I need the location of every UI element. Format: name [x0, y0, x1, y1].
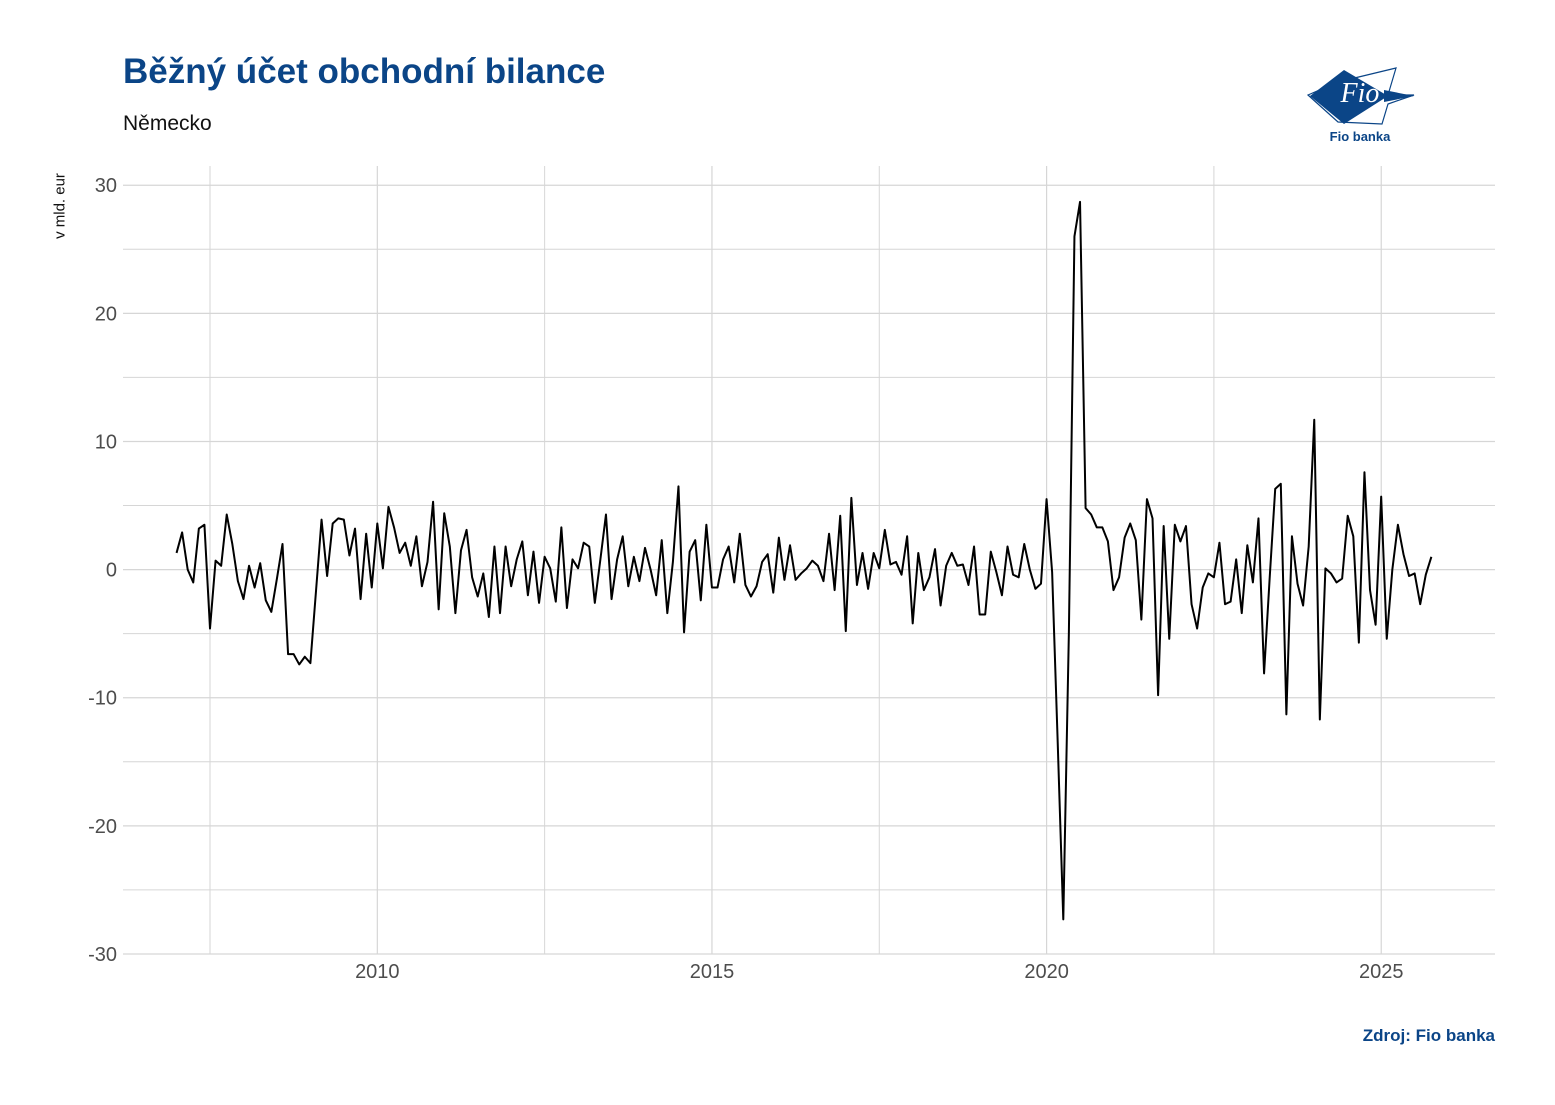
x-tick-label: 2020	[1024, 961, 1069, 983]
y-tick-label: 30	[95, 175, 117, 197]
grid-minor	[123, 166, 1495, 954]
x-tick-label: 2025	[1359, 961, 1404, 983]
y-tick-label: -10	[88, 688, 117, 710]
logo-outline	[1306, 67, 1415, 125]
source-note: Zdroj: Fio banka	[1362, 1026, 1495, 1045]
series-line	[175, 200, 1433, 921]
x-tick-label: 2010	[355, 961, 400, 983]
y-tick-label: 10	[95, 431, 117, 453]
logo-mark: Fio	[1340, 78, 1380, 109]
logo-diamond	[1310, 70, 1388, 124]
fio-logo-icon: Fio	[1306, 67, 1415, 125]
chart-subtitle: Německo	[123, 112, 212, 135]
y-tick-label: -20	[88, 816, 117, 838]
y-tick-label: -30	[88, 944, 117, 966]
logo-text: Fio banka	[1329, 129, 1391, 144]
y-tick-label: 20	[95, 303, 117, 325]
x-axis-ticks: 2010 2015 2020 2025	[355, 961, 1403, 983]
grid-major	[123, 166, 1495, 955]
x-tick-label: 2015	[690, 961, 735, 983]
chart-title: Běžný účet obchodní bilance	[123, 52, 606, 91]
y-tick-label: 0	[106, 560, 117, 582]
y-axis-ticks: -30 -20 -10 0 10 20 30	[88, 175, 117, 966]
logo-arrow	[1384, 90, 1414, 102]
